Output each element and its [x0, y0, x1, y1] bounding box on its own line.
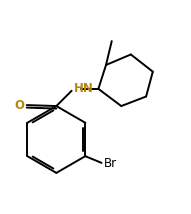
Text: HN: HN: [74, 82, 93, 95]
Text: Br: Br: [104, 157, 117, 170]
Text: O: O: [15, 99, 24, 111]
